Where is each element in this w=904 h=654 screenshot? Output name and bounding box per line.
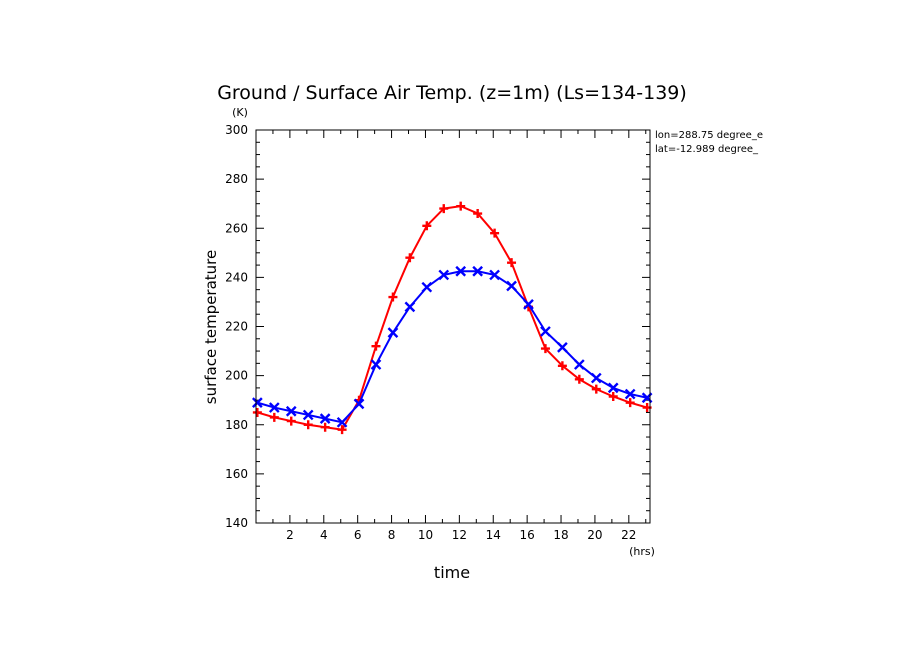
data-point: [320, 422, 330, 432]
data-point: [573, 359, 585, 370]
data-point: [439, 204, 449, 214]
y-unit-label: (K): [232, 106, 248, 119]
y-tick-label: 260: [225, 221, 248, 235]
data-point: [337, 425, 347, 435]
y-tick-label: 200: [225, 369, 248, 383]
data-point: [574, 374, 584, 384]
data-point: [370, 359, 382, 370]
series-line: [257, 205, 648, 431]
data-point: [252, 397, 263, 408]
x-tick-label: 20: [587, 528, 602, 542]
y-tick-label: 220: [225, 320, 248, 334]
data-point: [607, 382, 619, 394]
data-point: [269, 412, 279, 422]
annotation-lon: lon=288.75 degree_e: [655, 130, 763, 141]
data-point: [557, 342, 568, 353]
data-point: [388, 292, 398, 302]
data-point: [540, 344, 550, 354]
annotation-lat: lat=-12.989 degree_: [655, 144, 759, 155]
data-point: [490, 228, 500, 238]
y-tick-label: 160: [225, 467, 248, 481]
data-point: [506, 280, 517, 292]
data-point: [421, 281, 433, 293]
data-point: [286, 416, 296, 426]
x-tick-label: 6: [354, 528, 362, 542]
y-axis-label: surface temperature: [202, 250, 220, 405]
data-point: [336, 416, 348, 428]
data-point: [523, 299, 534, 310]
chart-title: Ground / Surface Air Temp. (z=1m) (Ls=13…: [217, 82, 687, 104]
series-layer: [252, 201, 653, 435]
x-unit-label: (hrs): [629, 545, 655, 558]
data-point: [591, 384, 601, 394]
y-tick-label: 140: [225, 516, 248, 530]
data-point: [387, 327, 399, 338]
data-point: [456, 201, 466, 211]
y-tick-label: 280: [225, 172, 248, 186]
data-point: [303, 420, 313, 430]
data-point: [590, 372, 602, 384]
data-point: [319, 413, 331, 424]
data-point: [455, 265, 467, 277]
x-tick-label: 12: [452, 528, 467, 542]
data-point: [405, 253, 415, 263]
x-tick-label: 16: [519, 528, 534, 542]
data-point: [353, 398, 365, 410]
series-0: [252, 201, 652, 435]
x-tick-label: 4: [320, 528, 328, 542]
data-point: [473, 209, 483, 219]
x-tick-label: 18: [553, 528, 568, 542]
data-point: [625, 398, 635, 408]
y-tick-label: 180: [225, 418, 248, 432]
x-tick-label: 22: [621, 528, 636, 542]
x-tick-label: 14: [486, 528, 501, 542]
data-point: [404, 301, 416, 313]
data-point: [507, 258, 517, 268]
y-tick-label: 240: [225, 270, 248, 284]
x-axis-label: time: [434, 563, 470, 582]
data-point: [268, 402, 280, 413]
series-line: [257, 270, 648, 424]
data-point: [285, 405, 297, 417]
data-point: [489, 269, 500, 281]
x-tick-label: 8: [388, 528, 396, 542]
data-point: [438, 269, 450, 281]
x-tick-label: 10: [418, 528, 433, 542]
series-1: [252, 265, 653, 428]
data-point: [422, 221, 432, 231]
data-point: [557, 361, 567, 371]
data-point: [540, 326, 551, 337]
data-point: [371, 341, 381, 351]
plot-frame: [255, 129, 651, 524]
axis-ticks: 140 160 180 200 220 240 260 280 300 2 4 6 8 10 12 14 16 1…: [225, 123, 650, 542]
data-point: [624, 388, 636, 400]
annotation-mask: [779, 128, 839, 158]
y-tick-label: 300: [225, 123, 248, 137]
data-point: [472, 265, 484, 277]
x-tick-label: 2: [286, 528, 294, 542]
data-point: [302, 409, 314, 421]
data-point: [252, 407, 262, 417]
data-point: [608, 392, 618, 402]
